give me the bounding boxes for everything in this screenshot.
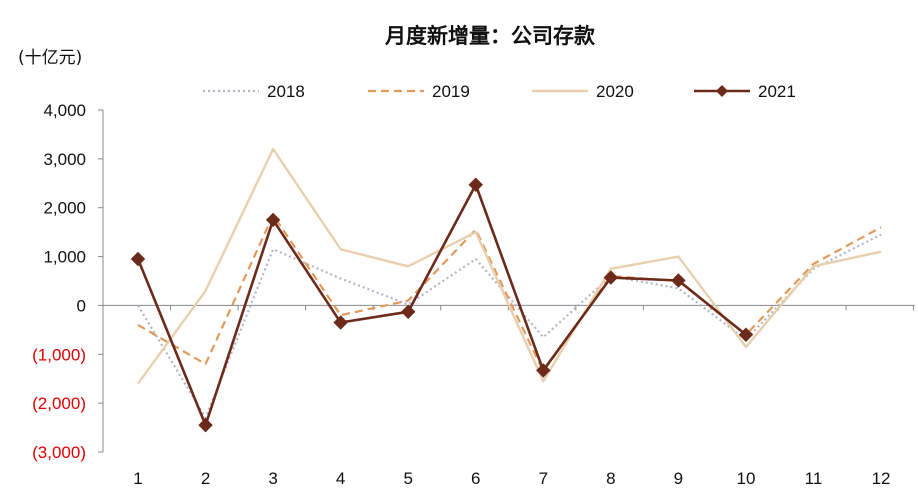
point-2021-2 xyxy=(198,417,213,433)
series-line-2021 xyxy=(136,183,747,427)
point-2021-7 xyxy=(536,363,551,378)
y-tick-label: (1,000) xyxy=(32,345,86,364)
x-tick-label: 12 xyxy=(872,469,891,488)
legend-label-2021: 2021 xyxy=(758,82,796,101)
point-2021-6 xyxy=(468,177,483,192)
x-tick-label: 4 xyxy=(336,469,345,488)
y-tick-label: (3,000) xyxy=(32,443,86,462)
point-2021-9 xyxy=(671,273,686,288)
series-line-2020 xyxy=(137,147,882,385)
point-2021-5 xyxy=(400,304,416,319)
series-line-2019 xyxy=(137,213,882,373)
y-tick-label: 0 xyxy=(77,296,86,315)
x-tick-label: 8 xyxy=(606,469,615,488)
y-tick-label: 1,000 xyxy=(43,248,86,267)
series-line-2018 xyxy=(137,233,882,419)
y-tick-label: 4,000 xyxy=(43,101,86,120)
unit-label: (十亿元) xyxy=(18,48,82,68)
x-tick-label: 10 xyxy=(736,469,755,488)
series-layer xyxy=(130,147,882,433)
y-tick-label: (2,000) xyxy=(32,394,86,413)
legend-label-2020: 2020 xyxy=(596,82,634,101)
x-tick-label: 3 xyxy=(268,469,277,488)
point-2021-1 xyxy=(130,251,146,267)
x-tick-label: 9 xyxy=(674,469,683,488)
legend: 2018 2019 2020 2021 xyxy=(203,82,796,101)
x-tick-label: 2 xyxy=(201,469,210,488)
legend-label-2019: 2019 xyxy=(432,82,470,101)
y-tick-label: 3,000 xyxy=(43,150,86,169)
chart-title: 月度新增量：公司存款 xyxy=(384,24,596,48)
legend-label-2018: 2018 xyxy=(267,82,305,101)
point-2021-4 xyxy=(333,315,348,330)
x-tick-label: 1 xyxy=(133,469,142,488)
x-tick-label: 6 xyxy=(471,469,480,488)
point-2021-3 xyxy=(265,212,281,228)
point-2021-10 xyxy=(738,327,754,342)
point-2021-8 xyxy=(603,270,619,285)
x-tick-label: 7 xyxy=(539,469,548,488)
y-tick-label: 2,000 xyxy=(43,199,86,218)
x-tick-label: 11 xyxy=(805,469,823,488)
axes: 4,000 3,000 2,000 1,000 0 (1,000) (2,000) (3,00… xyxy=(32,101,915,488)
legend-marker-2021 xyxy=(716,85,728,97)
x-tick-label: 5 xyxy=(403,469,412,488)
